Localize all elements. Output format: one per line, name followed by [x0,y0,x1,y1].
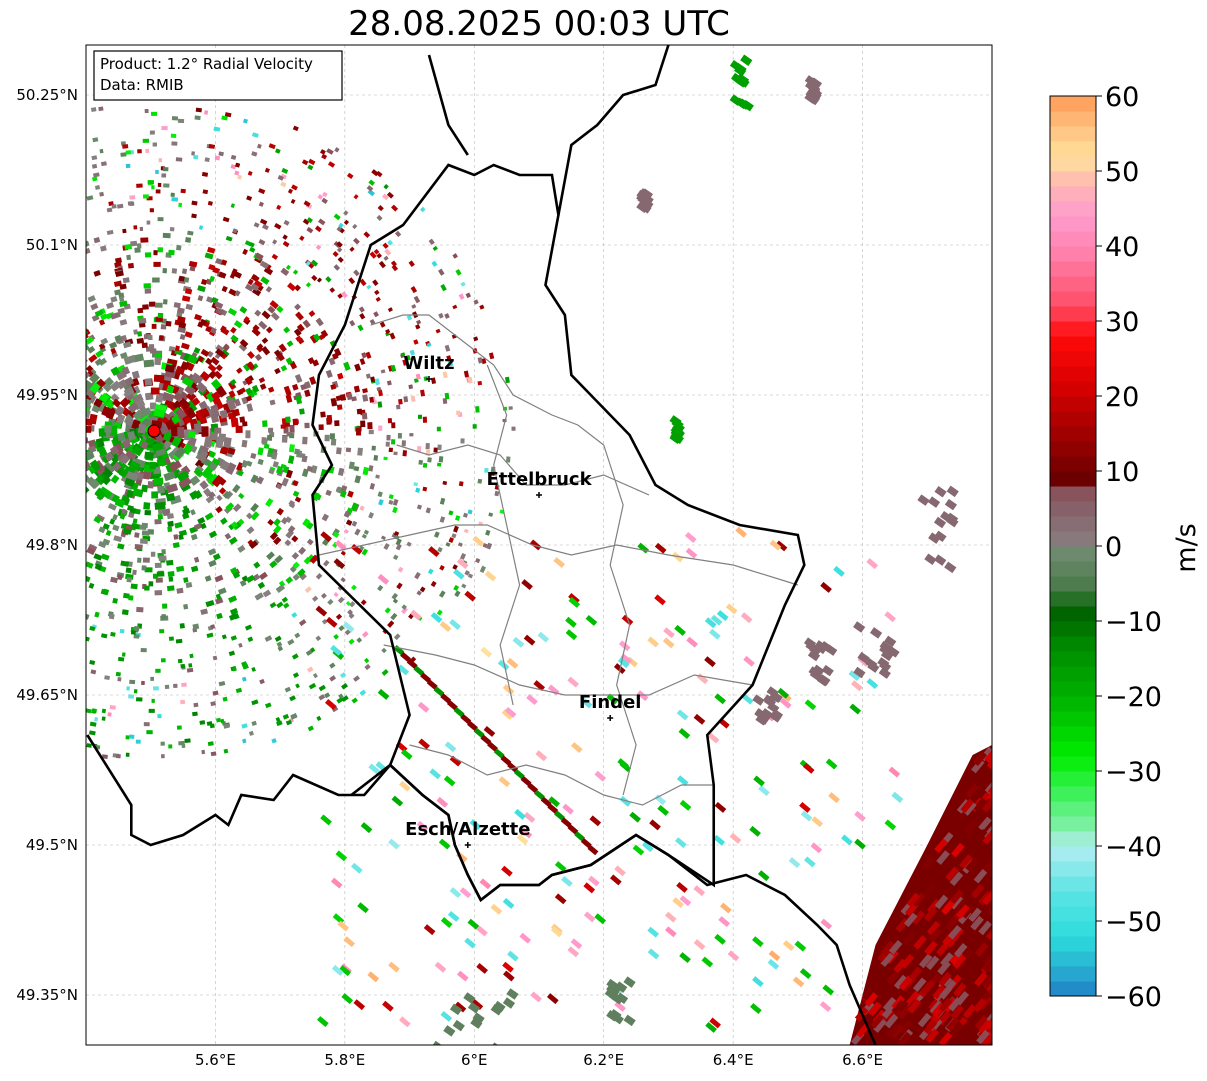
map-title: 28.08.2025 00:03 UTC [348,4,730,44]
city-label: Ettelbruck [486,469,592,490]
colorbar-tick-label: −30 [1105,757,1162,788]
colorbar-tick-label: −40 [1105,832,1162,863]
info-product: Product: 1.2° Radial Velocity [100,55,313,73]
lon-tick-label: 5.8°E [324,1051,365,1069]
city-marker: Wiltz [403,353,455,382]
graticule [86,45,992,1045]
lat-tick-label: 49.35°N [16,986,78,1004]
lon-tick-label: 6°E [461,1051,488,1069]
colorbar-tick-label: 40 [1105,232,1139,263]
info-data-source: Data: RMIB [100,76,184,94]
borders [86,45,877,1045]
lat-tick-label: 49.8°N [26,536,78,554]
velocity-echoes [86,54,992,1045]
colorbar-tick-label: −50 [1105,907,1162,938]
colorbar-tick-label: 10 [1105,457,1139,488]
colorbar-tick-label: −10 [1105,607,1162,638]
city-markers: Wiltz Ettelbruck Findel Esch/Alzette [403,353,641,848]
lon-tick-label: 6.2°E [583,1051,624,1069]
info-box: Product: 1.2° Radial Velocity Data: RMIB [93,50,343,101]
lon-tick-label: 5.6°E [195,1051,236,1069]
plot-frame [85,44,993,1046]
colorbar: 60 50 40 30 20 10 0 −10 −20 −30 −40 −50 −60 m/s [1049,82,1202,1013]
lat-tick-label: 49.5°N [26,836,78,854]
city-marker: Findel [579,692,642,721]
city-marker: Esch/Alzette [405,819,530,848]
city-label: Wiltz [403,353,454,374]
colorbar-tick-label: −60 [1105,982,1162,1013]
lat-tick-label: 50.25°N [16,86,78,104]
lat-tick-label: 49.95°N [16,386,78,404]
colorbar-tick-label: 50 [1105,157,1139,188]
city-label: Esch/Alzette [405,819,530,840]
colorbar-tick-label: 60 [1105,82,1139,113]
colorbar-tick-label: 20 [1105,382,1139,413]
colorbar-tick-label: 0 [1105,532,1122,563]
colorbar-tick-label: −20 [1105,682,1162,713]
lon-tick-label: 6.6°E [842,1051,883,1069]
colorbar-label: m/s [1171,523,1202,572]
radar-site-marker [147,424,161,438]
city-marker: Ettelbruck [486,469,593,498]
axis-ticks: 5.6°E 5.8°E 6°E 6.2°E 6.4°E 6.6°E 50.25°N 50.1°… [16,86,883,1069]
lat-tick-label: 49.65°N [16,686,78,704]
city-label: Findel [579,692,642,713]
lat-tick-label: 50.1°N [26,236,78,254]
colorbar-tick-label: 30 [1105,307,1139,338]
lon-tick-label: 6.4°E [713,1051,754,1069]
